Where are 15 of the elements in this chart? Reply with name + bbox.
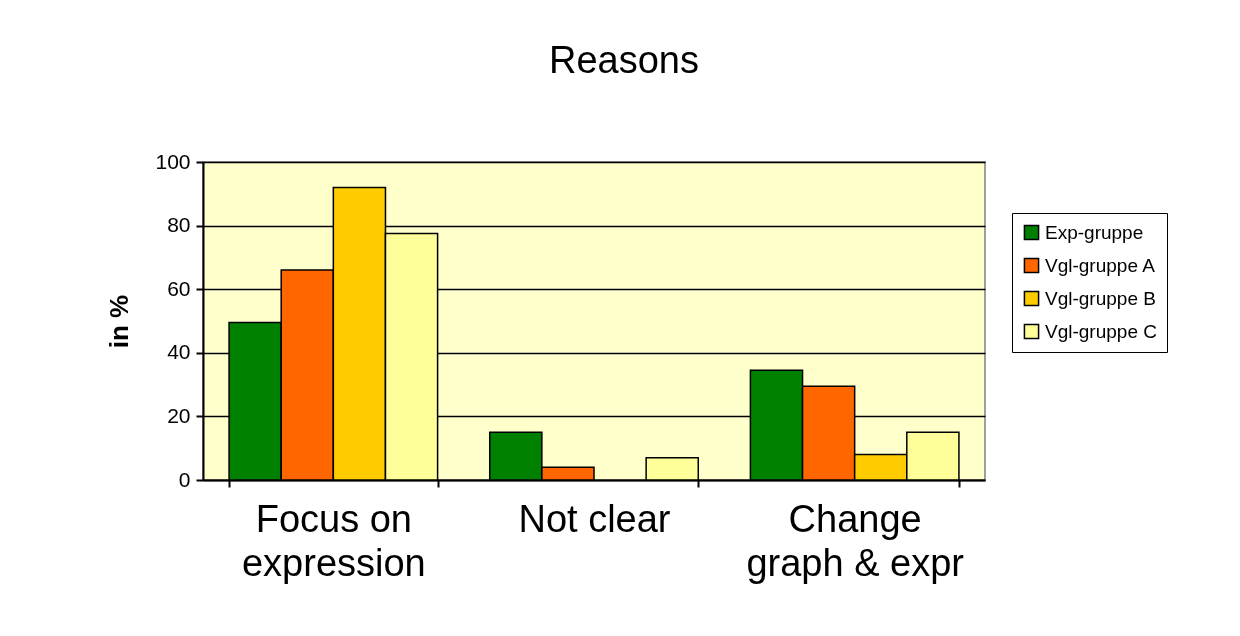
y-tick-label: 60 xyxy=(167,276,191,300)
x-tick-label: Focus on expression xyxy=(241,497,426,584)
legend-label: Exp-gruppe xyxy=(1045,221,1144,243)
x-tick-label: Not clear xyxy=(518,497,671,540)
y-tick-label: 40 xyxy=(167,340,191,364)
x-tick-label: Change graph & expr xyxy=(746,497,965,584)
y-tick-label: 0 xyxy=(178,467,191,491)
legend-label: Vgl-gruppe B xyxy=(1045,287,1156,309)
y-tick-label: 20 xyxy=(167,403,191,427)
legend-label: Vgl-gruppe A xyxy=(1045,254,1156,276)
legend-label: Vgl-gruppe C xyxy=(1045,320,1157,342)
y-tick-label: 100 xyxy=(155,149,191,173)
chart-title: Reasons xyxy=(549,39,699,81)
y-tick-label: 80 xyxy=(167,213,191,237)
y-axis-title: in % xyxy=(104,294,135,349)
